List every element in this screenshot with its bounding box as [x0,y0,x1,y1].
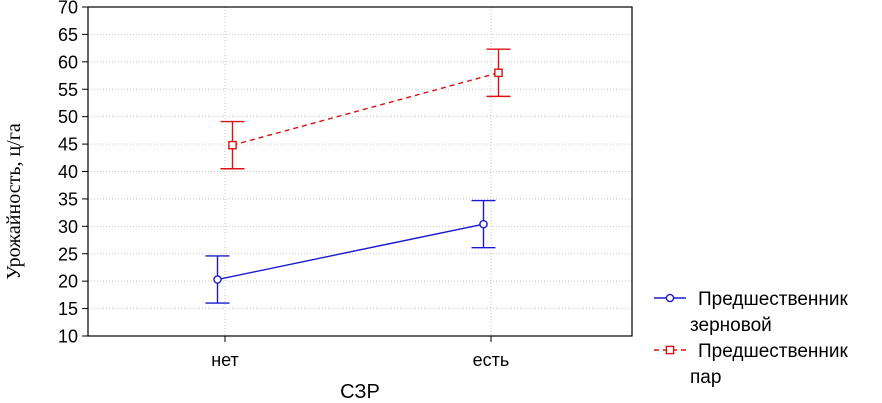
x-tick-label: есть [473,350,510,370]
y-tick-label: 35 [58,189,78,209]
series-grain [205,199,496,304]
y-tick-label: 70 [58,0,78,18]
legend-label-grain-line2: зерновой [690,315,772,336]
y-tick-label: 45 [58,135,78,155]
series-layer [205,48,511,304]
data-point [228,140,237,150]
x-tick-label: нет [211,350,239,370]
y-axis: 10 15 20 25 30 35 40 45 50 55 60 65 70 [58,0,88,347]
data-point [479,219,488,229]
y-tick-label: 30 [58,217,78,237]
legend-swatch-grain-marker [665,293,675,303]
x-axis: нет есть [211,336,509,370]
y-axis-title: Урожайность, ц/га [3,123,25,280]
y-tick-label: 55 [58,80,78,100]
y-tick-label: 10 [58,327,78,347]
series-fallow [220,48,511,170]
y-tick-label: 50 [58,107,78,127]
legend-entry-fallow: Предшественник пар [654,341,849,388]
y-tick-label: 15 [58,299,78,319]
legend-label-grain-line1: Предшественник [698,289,849,310]
x-axis-title: СЗР [340,381,380,403]
legend-label-fallow-line2: пар [690,367,721,388]
data-point [213,275,222,284]
series-line [217,223,484,281]
grid-lines [88,7,632,336]
y-tick-label: 40 [58,162,78,182]
y-tick-label: 60 [58,52,78,72]
legend: Предшественник зерновой Предшественник п… [654,289,849,388]
y-tick-label: 20 [58,272,78,292]
y-tick-label: 65 [58,25,78,45]
data-point [494,68,503,78]
series-line [232,72,499,146]
y-tick-label: 25 [58,244,78,264]
legend-entry-grain: Предшественник зерновой [654,289,849,336]
legend-label-fallow-line1: Предшественник [698,341,849,362]
legend-swatch-fallow-marker [665,345,675,355]
